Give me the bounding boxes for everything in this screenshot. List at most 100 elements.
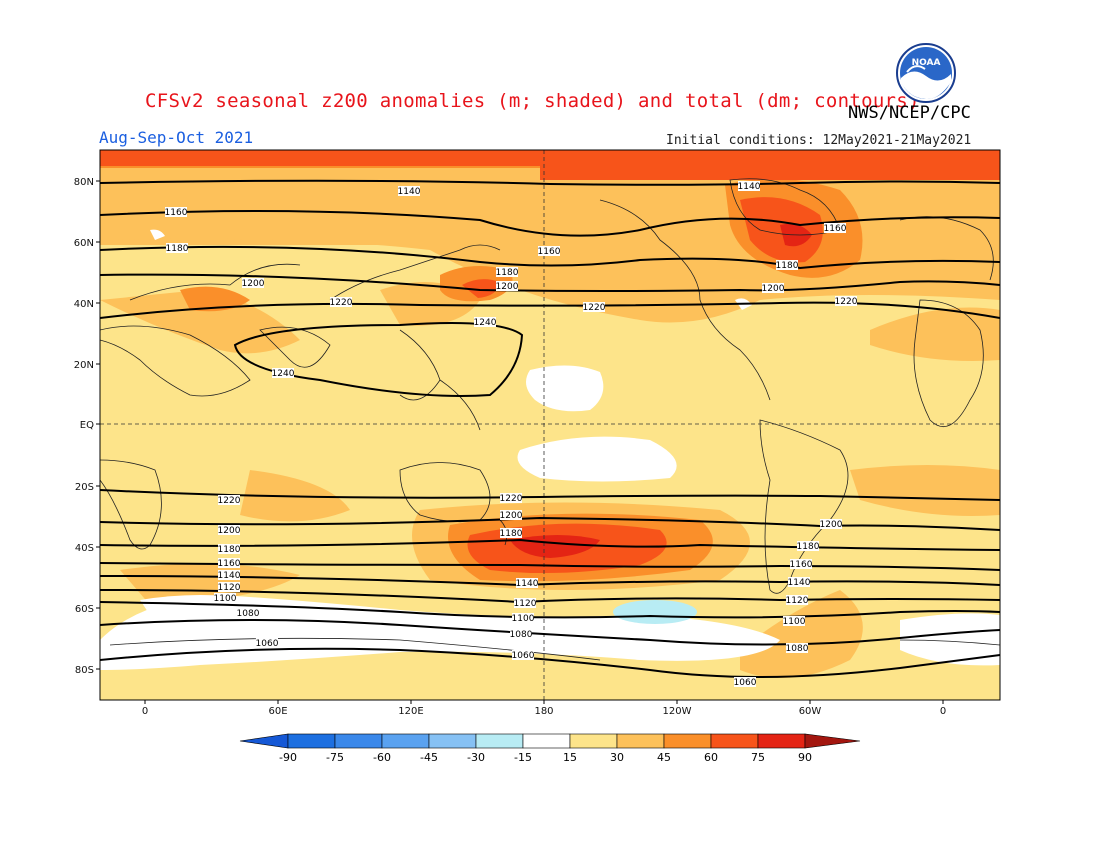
svg-text:1180: 1180 (166, 244, 189, 254)
svg-text:1200: 1200 (762, 284, 785, 294)
svg-text:1120: 1120 (786, 596, 809, 606)
svg-text:1160: 1160 (165, 208, 188, 218)
svg-text:1120: 1120 (514, 599, 537, 609)
contour-label: 1200 (496, 281, 519, 292)
shade-neg-15-30 (613, 600, 697, 624)
svg-text:1140: 1140 (788, 578, 811, 588)
lon-label: 120W (663, 706, 692, 717)
contour-label: 1180 (218, 544, 241, 555)
lon-label: 120E (398, 706, 423, 717)
svg-text:1060: 1060 (512, 651, 535, 661)
svg-text:1160: 1160 (790, 560, 813, 570)
contour-1100 (100, 601, 1000, 619)
svg-text:1220: 1220 (835, 297, 858, 307)
lon-label: 180 (534, 706, 553, 717)
lon-axis: 0 60E 120E 180 120W 60W 0 (142, 700, 946, 717)
lat-label: 20N (74, 360, 94, 371)
svg-text:1220: 1220 (218, 496, 241, 506)
contour-label: 1160 (165, 207, 188, 218)
svg-text:1220: 1220 (583, 303, 606, 313)
svg-text:1180: 1180 (500, 529, 523, 539)
logo-text: NOAA (912, 58, 941, 68)
contour-1200-south (100, 516, 1000, 531)
contour-label: 1180 (166, 243, 189, 254)
lat-label: 40S (75, 543, 94, 554)
svg-text:1240: 1240 (272, 369, 295, 379)
contour-label: 1120 (218, 582, 241, 593)
contour-1200-north (100, 273, 1000, 292)
contour-label: 1120 (514, 598, 537, 609)
contour-label: 1060 (512, 650, 535, 661)
agency-label: NWS/NCEP/CPC (848, 103, 971, 123)
svg-text:1140: 1140 (398, 187, 421, 197)
contour-1180-south (100, 538, 1000, 551)
lon-label: 0 (940, 706, 946, 717)
svg-text:1200: 1200 (500, 511, 523, 521)
contour-label: 1160 (538, 246, 561, 257)
svg-text:1140: 1140 (738, 182, 761, 192)
contour-label: 1080 (786, 643, 809, 654)
contour-1120 (100, 589, 1000, 604)
svg-text:1160: 1160 (824, 224, 847, 234)
contour-label: 1220 (835, 296, 858, 307)
svg-text:1140: 1140 (218, 571, 241, 581)
svg-text:1220: 1220 (500, 494, 523, 504)
lat-label: 20S (75, 482, 94, 493)
contour-label: 1100 (783, 616, 806, 627)
svg-text:1080: 1080 (786, 644, 809, 654)
contour-label: 1160 (824, 223, 847, 234)
lat-label: 80N (74, 177, 94, 188)
contour-label: 1200 (218, 525, 241, 536)
contour-label: 1220 (218, 495, 241, 506)
svg-text:1100: 1100 (783, 617, 806, 627)
contour-label: 1200 (762, 283, 785, 294)
svg-text:1140: 1140 (516, 579, 539, 589)
lat-label: 60N (74, 238, 94, 249)
svg-text:1160: 1160 (218, 559, 241, 569)
forecast-period: Aug-Sep-Oct 2021 (99, 128, 254, 147)
svg-text:1240: 1240 (474, 318, 497, 328)
contour-label: 1160 (790, 559, 813, 570)
contour-label: 1220 (583, 302, 606, 313)
contour-label: 1140 (516, 578, 539, 589)
svg-text:1200: 1200 (820, 520, 843, 530)
contour-1080 (100, 619, 1000, 646)
contour-label: 1200 (500, 510, 523, 521)
contour-labels: 1140 1140 1160 1160 1160 1180 1180 1180 … (165, 181, 858, 688)
contour-label: 1140 (398, 186, 421, 197)
lat-label: EQ (80, 420, 94, 431)
contour-1060 (100, 647, 1000, 678)
contour-1220-north (100, 301, 1000, 319)
contour-label: 1140 (738, 181, 761, 192)
lat-label: 80S (75, 665, 94, 676)
map-title: CFSv2 seasonal z200 anomalies (m; shaded… (145, 90, 920, 112)
svg-text:1060: 1060 (256, 639, 279, 649)
contour-label: 1080 (510, 629, 533, 640)
contour-label: 1180 (496, 267, 519, 278)
svg-text:1180: 1180 (496, 268, 519, 278)
svg-text:1080: 1080 (510, 630, 533, 640)
svg-text:1180: 1180 (218, 545, 241, 555)
contour-label: 1180 (776, 260, 799, 271)
contour-label: 1200 (820, 519, 843, 530)
lat-axis: 80N 60N 40N 20N EQ 20S 40S 60S 80S (74, 177, 100, 676)
svg-text:1180: 1180 (776, 261, 799, 271)
lat-label: 60S (75, 604, 94, 615)
map-frame (99, 149, 1001, 701)
contour-label: 1060 (734, 677, 757, 688)
contour-1160-south (100, 562, 1000, 571)
coastlines (100, 178, 1000, 661)
contour-label: 1100 (214, 593, 237, 604)
initial-conditions: Initial conditions: 12May2021-21May2021 (666, 133, 972, 148)
svg-text:1200: 1200 (218, 526, 241, 536)
contour-1140-south (100, 575, 1000, 587)
lat-label: 40N (74, 299, 94, 310)
svg-text:1180: 1180 (797, 542, 820, 552)
lon-label: 60E (268, 706, 287, 717)
svg-text:1080: 1080 (237, 609, 260, 619)
svg-text:1100: 1100 (512, 614, 535, 624)
contour-label: 1240 (474, 317, 497, 328)
contour-label: 1220 (500, 493, 523, 504)
shade-neutral (100, 229, 1000, 670)
